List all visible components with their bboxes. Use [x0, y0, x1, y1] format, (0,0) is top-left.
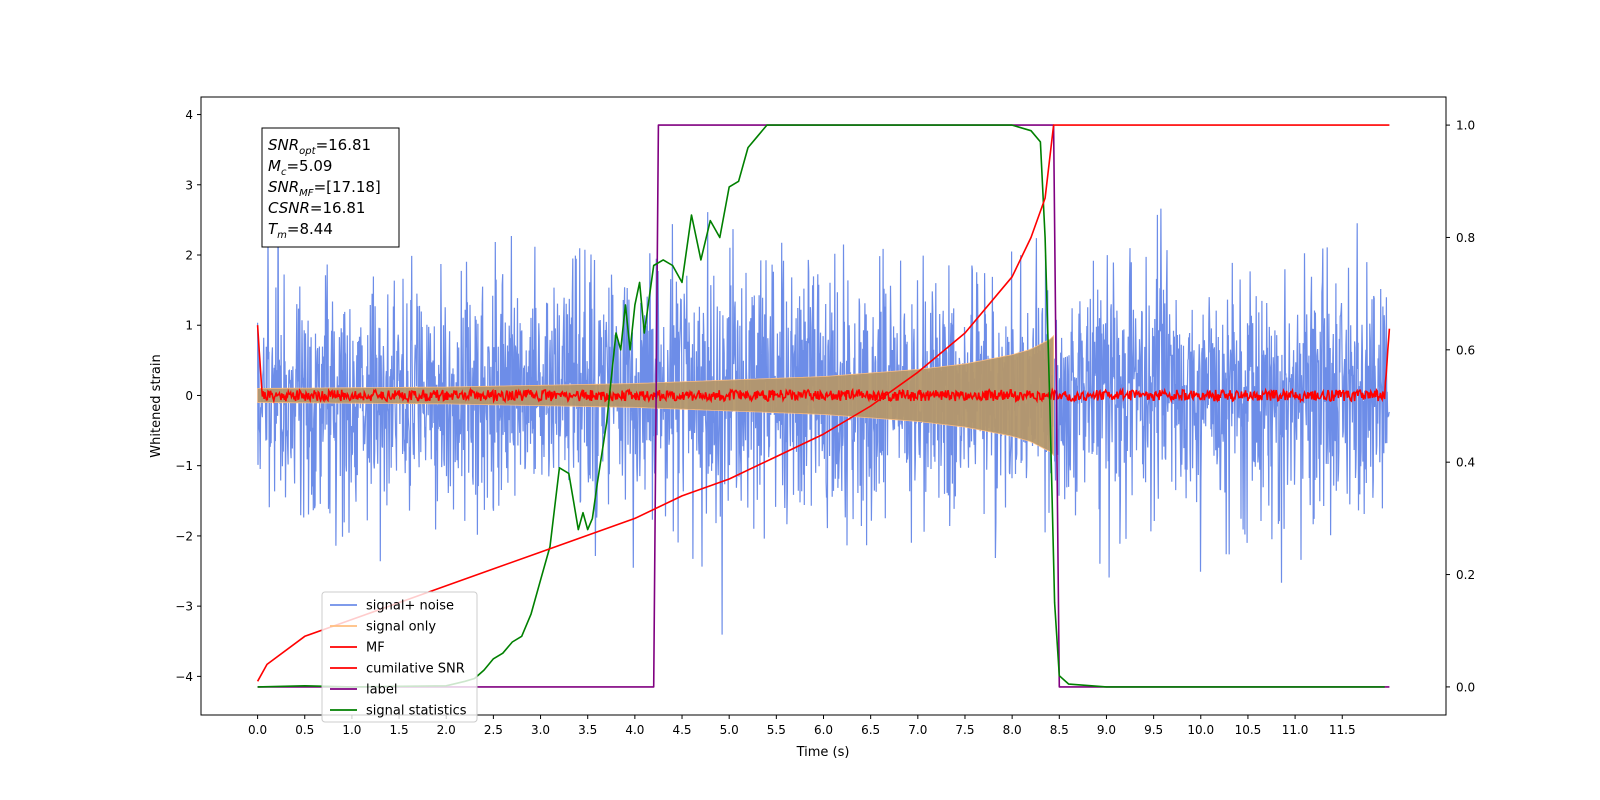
y-axis-label: Whitened strain	[149, 354, 164, 457]
y-tick-label: 0	[185, 389, 193, 403]
x-tick-label: 11.5	[1329, 723, 1356, 737]
x-tick-label: 8.5	[1050, 723, 1069, 737]
x-tick-label: 0.0	[248, 723, 267, 737]
y-tick-label: −4	[175, 670, 193, 684]
x-tick-label: 2.0	[437, 723, 456, 737]
y2-tick-label: 0.0	[1456, 680, 1475, 694]
annotation-box: SNRopt=16.81Mc=5.09SNRMF=[17.18]CSNR=16.…	[261, 127, 400, 248]
annotation-symbol: SNR	[268, 136, 299, 154]
x-tick-label: 7.0	[908, 723, 927, 737]
series-signal-statistics	[257, 124, 1385, 688]
y2-axis-ticks: 1.0 0.8 0.6 0.4 0.2 0.0	[1446, 119, 1475, 694]
annotation-value: =[17.18]	[314, 178, 381, 196]
legend-label: signal only	[366, 620, 436, 635]
x-tick-label: 4.0	[625, 723, 644, 737]
x-tick-label: 8.0	[1003, 723, 1022, 737]
x-tick-label: 1.0	[342, 723, 361, 737]
x-tick-label: 9.0	[1097, 723, 1116, 737]
x-tick-label: 6.0	[814, 723, 833, 737]
annotation-symbol: CSNR	[268, 199, 310, 217]
y-tick-label: 2	[185, 249, 193, 263]
annotation-line: CSNR=16.81	[268, 199, 365, 217]
legend-label: cumilative SNR	[366, 662, 465, 677]
y2-tick-label: 0.2	[1456, 568, 1475, 582]
legend-frame	[321, 591, 478, 723]
annotation-line: Tm=8.44	[268, 220, 333, 241]
y2-tick-label: 0.4	[1456, 456, 1475, 470]
annotation-value: =5.09	[286, 157, 332, 175]
x-tick-label: 1.5	[390, 723, 409, 737]
y2-tick-label: 1.0	[1456, 119, 1475, 133]
x-tick-label: 5.5	[767, 723, 786, 737]
annotation-line: SNRopt=16.81	[268, 136, 371, 157]
annotation-line: SNRMF=[17.18]	[268, 178, 381, 199]
x-tick-label: 4.5	[672, 723, 691, 737]
x-tick-label: 3.0	[531, 723, 550, 737]
series-signal-plus-noise	[257, 160, 1390, 635]
y2-tick-label: 0.8	[1456, 231, 1475, 245]
annotation-subscript: opt	[299, 146, 316, 157]
x-axis-ticks: 0.0 0.5 1.0 1.5 2.0 2.5 3.0 3.5 4.0 4.5 5.0 5.5 6.0 6…	[248, 715, 1356, 737]
annotation-symbol: M	[268, 157, 281, 175]
y-axis-ticks: 4 3 2 1 0 −1 −2 −3 −4	[175, 108, 201, 684]
x-tick-label: 0.5	[295, 723, 314, 737]
series-mf	[256, 325, 1391, 404]
y-tick-label: 4	[185, 108, 193, 122]
legend-label: label	[366, 683, 397, 698]
x-tick-label: 11.0	[1282, 723, 1309, 737]
legend-label: MF	[366, 641, 385, 656]
annotation-subscript: MF	[299, 188, 314, 199]
y-tick-label: −2	[175, 529, 193, 543]
x-tick-label: 10.0	[1187, 723, 1214, 737]
x-tick-label: 7.5	[955, 723, 974, 737]
x-tick-label: 5.0	[720, 723, 739, 737]
annotation-subscript: c	[281, 167, 287, 178]
legend: signal+ noise signal only MF cumilative SNR…	[321, 591, 478, 723]
x-tick-label: 3.5	[578, 723, 597, 737]
x-axis-label: Time (s)	[796, 745, 850, 760]
legend-label: signal statistics	[366, 704, 467, 719]
x-tick-label: 6.5	[861, 723, 880, 737]
annotation-value: =16.81	[316, 136, 372, 154]
annotation-frame	[261, 127, 400, 248]
annotation-value: =8.44	[287, 220, 333, 238]
x-tick-label: 2.5	[484, 723, 503, 737]
annotation-symbol: T	[268, 220, 279, 238]
legend-label: signal+ noise	[366, 599, 454, 614]
annotation-value: =16.81	[310, 199, 366, 217]
y-tick-label: 1	[185, 319, 193, 333]
annotation-symbol: SNR	[268, 178, 299, 196]
x-tick-label: 9.5	[1144, 723, 1163, 737]
x-tick-label: 10.5	[1235, 723, 1262, 737]
y-tick-label: 3	[185, 178, 193, 192]
y2-tick-label: 0.6	[1456, 343, 1475, 357]
y-tick-label: −1	[175, 459, 193, 473]
y-tick-label: −3	[175, 600, 193, 614]
annotation-line: Mc=5.09	[268, 157, 332, 178]
annotation-subscript: m	[277, 230, 287, 241]
